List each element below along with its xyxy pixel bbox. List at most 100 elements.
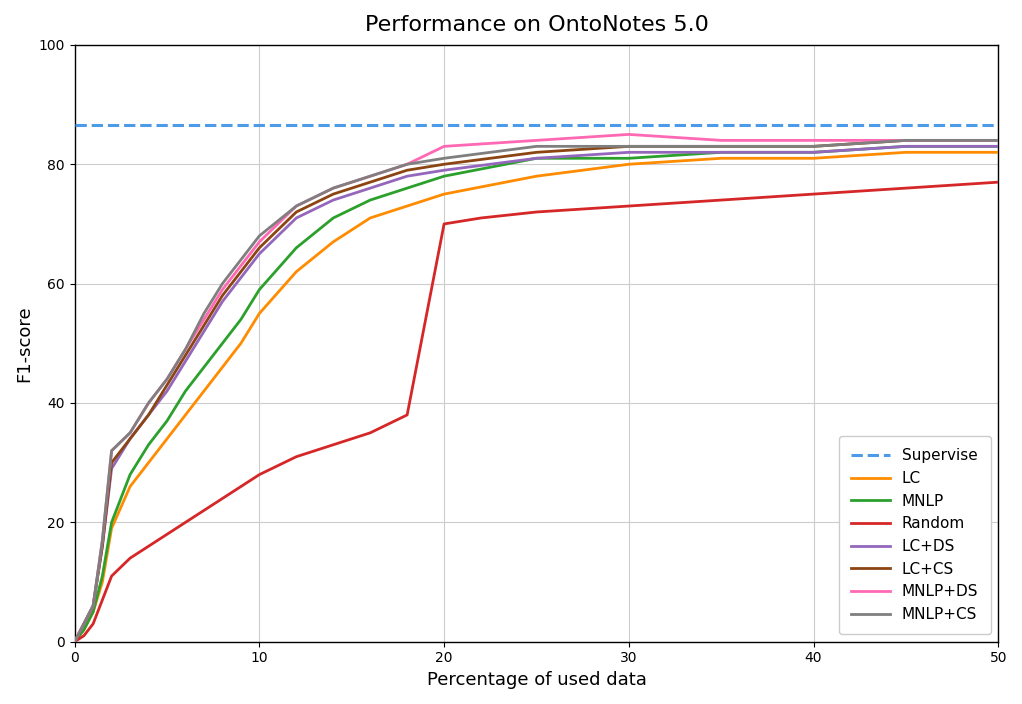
MNLP bbox=[364, 196, 376, 204]
Random bbox=[438, 220, 451, 228]
LC bbox=[87, 608, 99, 616]
LC+CS bbox=[142, 410, 154, 419]
MNLP+CS bbox=[160, 375, 173, 384]
MNLP bbox=[160, 417, 173, 425]
MNLP+DS bbox=[105, 446, 118, 455]
LC+DS bbox=[715, 148, 728, 156]
MNLP bbox=[96, 572, 108, 580]
LC+CS bbox=[198, 321, 211, 329]
Line: MNLP+DS: MNLP+DS bbox=[75, 134, 998, 642]
MNLP+CS bbox=[105, 446, 118, 455]
LC bbox=[899, 148, 912, 156]
Random bbox=[105, 572, 118, 580]
LC+CS bbox=[235, 268, 247, 276]
MNLP+CS bbox=[401, 160, 413, 168]
Supervise bbox=[68, 121, 81, 130]
MNLP bbox=[87, 608, 99, 616]
LC+CS bbox=[715, 142, 728, 151]
LC+DS bbox=[68, 638, 81, 646]
Random bbox=[622, 202, 635, 210]
MNLP+CS bbox=[179, 345, 191, 353]
MNLP+CS bbox=[253, 232, 266, 240]
LC+DS bbox=[198, 327, 211, 336]
MNLP+DS bbox=[253, 238, 266, 246]
MNLP+CS bbox=[807, 142, 820, 151]
MNLP bbox=[715, 148, 728, 156]
Random bbox=[530, 208, 543, 216]
MNLP+DS bbox=[992, 136, 1005, 144]
LC+DS bbox=[217, 297, 229, 306]
MNLP bbox=[124, 470, 136, 479]
LC+DS bbox=[899, 142, 912, 151]
MNLP+DS bbox=[622, 130, 635, 139]
LC+DS bbox=[438, 166, 451, 175]
MNLP bbox=[179, 386, 191, 395]
MNLP+CS bbox=[142, 398, 154, 407]
Random bbox=[87, 620, 99, 628]
LC+CS bbox=[105, 458, 118, 467]
LC+CS bbox=[530, 148, 543, 156]
Random bbox=[124, 554, 136, 562]
MNLP bbox=[899, 142, 912, 151]
Random bbox=[78, 631, 90, 640]
LC+DS bbox=[96, 542, 108, 551]
LC bbox=[401, 202, 413, 210]
Line: MNLP+CS: MNLP+CS bbox=[75, 140, 998, 642]
MNLP+DS bbox=[235, 261, 247, 270]
LC+DS bbox=[622, 148, 635, 156]
MNLP+DS bbox=[179, 345, 191, 353]
MNLP bbox=[235, 315, 247, 324]
LC+DS bbox=[160, 386, 173, 395]
Y-axis label: F1-score: F1-score bbox=[15, 305, 33, 382]
MNLP+DS bbox=[68, 638, 81, 646]
LC+CS bbox=[992, 136, 1005, 144]
LC+DS bbox=[401, 172, 413, 180]
Legend: Supervise, LC, MNLP, Random, LC+DS, LC+CS, MNLP+DS, MNLP+CS: Supervise, LC, MNLP, Random, LC+DS, LC+C… bbox=[839, 436, 990, 634]
LC+DS bbox=[290, 214, 303, 222]
LC+DS bbox=[327, 196, 339, 204]
MNLP+DS bbox=[78, 620, 90, 628]
LC+CS bbox=[327, 190, 339, 199]
MNLP+CS bbox=[364, 172, 376, 180]
MNLP+DS bbox=[807, 136, 820, 144]
LC bbox=[364, 214, 376, 222]
Title: Performance on OntoNotes 5.0: Performance on OntoNotes 5.0 bbox=[365, 15, 708, 35]
Random bbox=[142, 542, 154, 551]
LC bbox=[290, 268, 303, 276]
Random bbox=[68, 638, 81, 646]
MNLP+DS bbox=[124, 429, 136, 437]
Random bbox=[807, 190, 820, 199]
MNLP bbox=[401, 184, 413, 192]
LC+CS bbox=[68, 638, 81, 646]
LC+CS bbox=[87, 602, 99, 610]
LC+CS bbox=[438, 160, 451, 168]
MNLP+DS bbox=[142, 398, 154, 407]
LC bbox=[78, 626, 90, 634]
Random bbox=[992, 178, 1005, 187]
LC+CS bbox=[96, 542, 108, 551]
MNLP+DS bbox=[364, 172, 376, 180]
LC bbox=[68, 638, 81, 646]
LC+DS bbox=[992, 142, 1005, 151]
LC+CS bbox=[253, 244, 266, 252]
LC+DS bbox=[142, 410, 154, 419]
LC+DS bbox=[124, 434, 136, 443]
LC bbox=[530, 172, 543, 180]
LC+CS bbox=[622, 142, 635, 151]
MNLP+DS bbox=[217, 285, 229, 294]
MNLP bbox=[68, 638, 81, 646]
MNLP+DS bbox=[438, 142, 451, 151]
Random bbox=[198, 506, 211, 515]
MNLP+CS bbox=[198, 309, 211, 318]
LC+DS bbox=[807, 148, 820, 156]
LC+DS bbox=[105, 465, 118, 473]
MNLP+DS bbox=[198, 315, 211, 324]
Line: LC+CS: LC+CS bbox=[75, 140, 998, 642]
LC bbox=[142, 458, 154, 467]
MNLP bbox=[327, 214, 339, 222]
MNLP bbox=[807, 148, 820, 156]
MNLP+DS bbox=[327, 184, 339, 192]
MNLP+DS bbox=[715, 136, 728, 144]
Random bbox=[715, 196, 728, 204]
MNLP+CS bbox=[530, 142, 543, 151]
